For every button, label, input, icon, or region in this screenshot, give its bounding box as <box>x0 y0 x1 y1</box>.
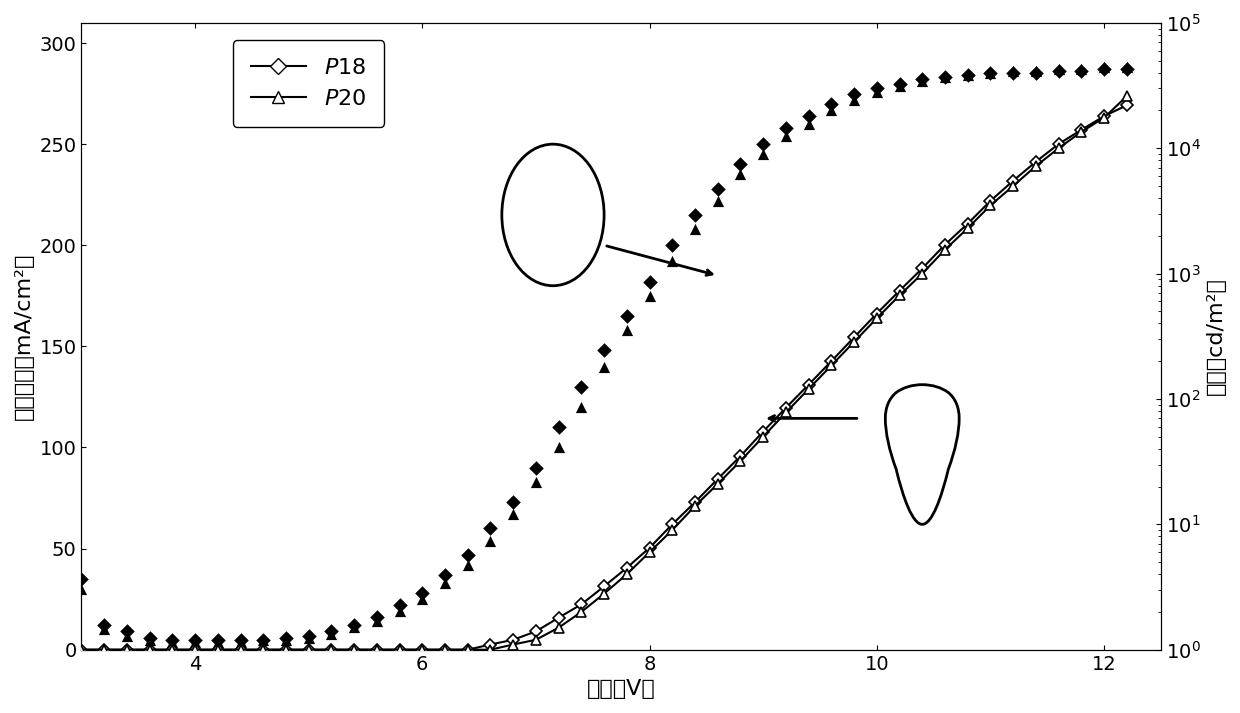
Point <box>1025 68 1045 79</box>
Point <box>1071 63 1091 75</box>
Point <box>389 605 409 617</box>
Point <box>526 476 546 488</box>
Point <box>821 98 841 109</box>
Point <box>684 223 704 235</box>
Point <box>435 578 455 589</box>
Point <box>662 240 682 251</box>
Point <box>345 622 365 633</box>
Point <box>277 634 296 645</box>
Point <box>730 169 750 180</box>
Point <box>1117 63 1137 75</box>
Point <box>618 324 637 336</box>
Point <box>1025 66 1045 77</box>
Point <box>1049 63 1069 75</box>
Point <box>72 583 92 595</box>
Point <box>981 68 1001 79</box>
Point <box>753 138 773 150</box>
Point <box>981 68 1001 79</box>
Point <box>776 130 796 142</box>
Point <box>117 630 136 641</box>
Point <box>321 626 341 637</box>
Point <box>662 256 682 267</box>
Point <box>253 634 273 645</box>
Point <box>708 183 728 195</box>
Point <box>458 559 477 570</box>
Point <box>935 72 955 83</box>
X-axis label: 电压（V）: 电压（V） <box>587 679 656 699</box>
Point <box>1094 61 1114 73</box>
Point <box>94 624 114 635</box>
Point <box>321 628 341 640</box>
Point <box>1071 66 1091 77</box>
Point <box>844 94 864 106</box>
Point <box>867 86 887 97</box>
Point <box>594 344 614 356</box>
Point <box>503 496 523 508</box>
Point <box>185 634 205 645</box>
Point <box>1049 66 1069 77</box>
Point <box>640 290 660 302</box>
Point <box>277 632 296 643</box>
Point <box>208 634 228 645</box>
Point <box>367 612 387 623</box>
Point <box>231 636 250 647</box>
Point <box>299 630 319 641</box>
Legend: $P18$, $P20$: $P18$, $P20$ <box>233 40 384 127</box>
Point <box>503 508 523 520</box>
Point <box>526 462 546 473</box>
Point <box>935 72 955 83</box>
Point <box>549 421 569 433</box>
Point <box>162 634 182 645</box>
Point <box>957 70 977 81</box>
Point <box>799 118 818 130</box>
Point <box>913 73 932 85</box>
Point <box>684 209 704 220</box>
Point <box>572 381 591 393</box>
Point <box>185 636 205 647</box>
Point <box>435 569 455 580</box>
Point <box>162 636 182 647</box>
Point <box>1003 68 1023 79</box>
Point <box>140 632 160 643</box>
Point <box>299 632 319 643</box>
Point <box>1117 61 1137 73</box>
Point <box>253 634 273 645</box>
Point <box>889 80 909 91</box>
Point <box>140 634 160 645</box>
Y-axis label: 电流密度（mA/cm²）: 电流密度（mA/cm²） <box>14 252 33 420</box>
Point <box>708 195 728 207</box>
Point <box>594 361 614 372</box>
Point <box>913 76 932 87</box>
Point <box>367 616 387 627</box>
Point <box>1003 66 1023 77</box>
Point <box>413 593 433 605</box>
Point <box>572 401 591 413</box>
Y-axis label: 亮度（cd/m²）: 亮度（cd/m²） <box>1207 277 1226 395</box>
Point <box>1094 63 1114 75</box>
Point <box>776 123 796 134</box>
Point <box>413 588 433 599</box>
Point <box>72 573 92 585</box>
Point <box>867 82 887 93</box>
Point <box>389 600 409 611</box>
Point <box>753 148 773 160</box>
Point <box>231 634 250 645</box>
Point <box>730 159 750 170</box>
Point <box>640 276 660 287</box>
Point <box>94 620 114 631</box>
Point <box>549 442 569 453</box>
Point <box>481 535 501 546</box>
Point <box>799 110 818 121</box>
Point <box>458 549 477 560</box>
Point <box>618 310 637 322</box>
Point <box>345 620 365 631</box>
Point <box>481 523 501 534</box>
Point <box>117 626 136 637</box>
Point <box>844 88 864 99</box>
Point <box>208 636 228 647</box>
Point <box>889 78 909 89</box>
Point <box>821 104 841 116</box>
Point <box>957 70 977 81</box>
